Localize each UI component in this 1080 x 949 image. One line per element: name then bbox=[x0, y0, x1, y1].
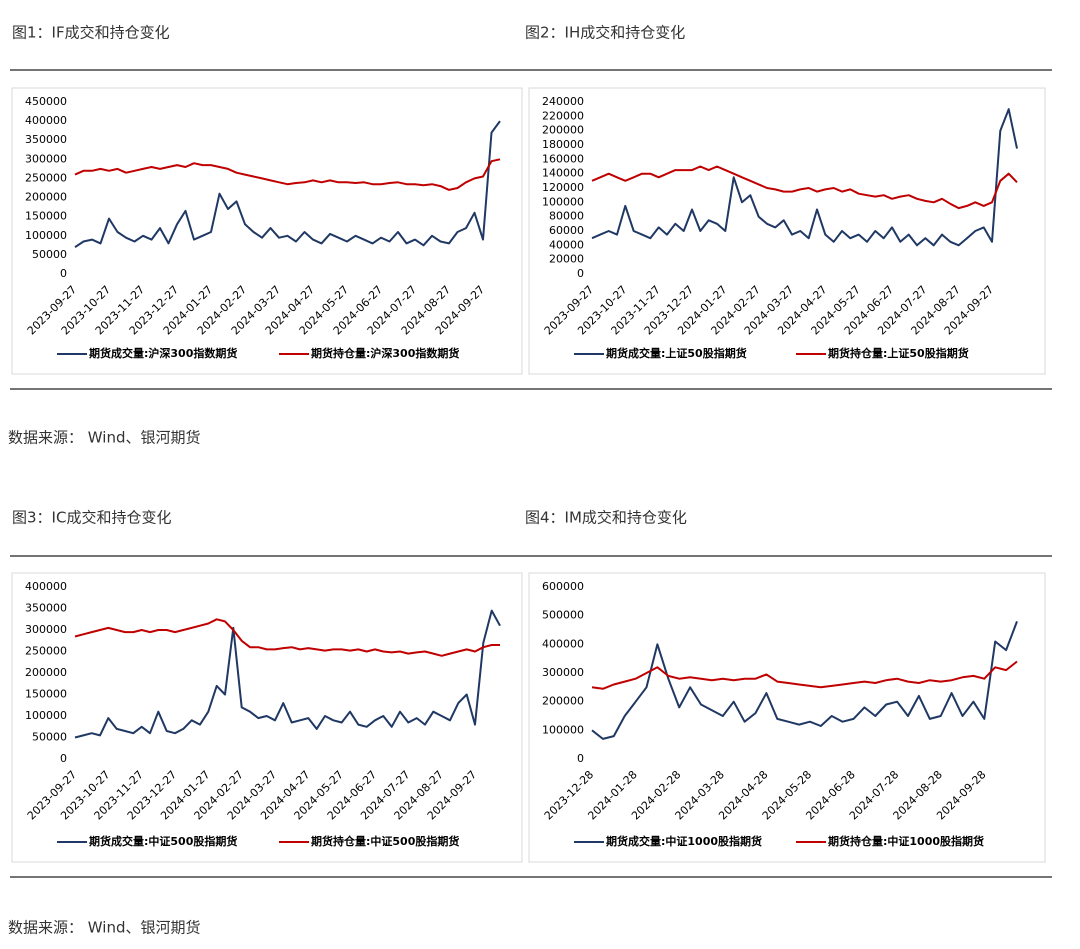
legend-label: 期货成交量:中证500股指期货 bbox=[89, 834, 237, 848]
y-tick-label: 0 bbox=[60, 752, 67, 765]
y-tick-label: 80000 bbox=[549, 210, 584, 223]
y-tick-label: 350000 bbox=[25, 133, 67, 146]
y-tick-label: 120000 bbox=[542, 181, 584, 194]
source-note: 数据来源： Wind、银河期货 bbox=[8, 919, 200, 937]
chart-title: 图3：IC成交和持仓变化 bbox=[12, 509, 171, 527]
chart-title: 图2：IH成交和持仓变化 bbox=[525, 24, 685, 42]
y-tick-label: 450000 bbox=[25, 95, 67, 108]
y-tick-label: 200000 bbox=[25, 666, 67, 679]
y-tick-label: 160000 bbox=[542, 152, 584, 165]
series-line bbox=[74, 120, 501, 249]
series-line bbox=[591, 621, 1018, 740]
legend-label: 期货成交量:沪深300指数期货 bbox=[89, 346, 237, 360]
chart-frame bbox=[528, 87, 1046, 375]
y-tick-label: 300000 bbox=[25, 152, 67, 165]
y-tick-label: 200000 bbox=[542, 695, 584, 708]
chart-title: 图4：IM成交和持仓变化 bbox=[525, 509, 687, 527]
y-tick-label: 100000 bbox=[25, 229, 67, 242]
series-line bbox=[74, 609, 501, 739]
y-tick-label: 300000 bbox=[25, 623, 67, 636]
y-tick-label: 20000 bbox=[549, 253, 584, 266]
y-tick-label: 0 bbox=[577, 267, 584, 280]
series-line bbox=[74, 618, 500, 657]
y-tick-label: 100000 bbox=[25, 709, 67, 722]
y-tick-label: 100000 bbox=[542, 723, 584, 736]
series-line bbox=[591, 165, 1018, 210]
y-tick-label: 400000 bbox=[542, 637, 584, 650]
y-tick-label: 150000 bbox=[25, 210, 67, 223]
y-tick-label: 150000 bbox=[25, 688, 67, 701]
legend-label: 期货持仓量:中证500股指期货 bbox=[311, 834, 459, 848]
y-tick-label: 250000 bbox=[25, 171, 67, 184]
series-line bbox=[591, 660, 1018, 690]
legend-label: 期货持仓量:上证50股指期货 bbox=[828, 346, 969, 360]
legend-label: 期货持仓量:沪深300指数期货 bbox=[311, 346, 459, 360]
y-tick-label: 400000 bbox=[25, 114, 67, 127]
y-tick-label: 220000 bbox=[542, 109, 584, 122]
y-tick-label: 0 bbox=[577, 752, 584, 765]
y-tick-label: 250000 bbox=[25, 645, 67, 658]
series-line bbox=[591, 108, 1018, 247]
chart-frame bbox=[11, 572, 523, 863]
y-tick-label: 50000 bbox=[32, 731, 67, 744]
y-tick-label: 40000 bbox=[549, 238, 584, 251]
series-line bbox=[74, 158, 501, 191]
y-tick-label: 50000 bbox=[32, 248, 67, 261]
y-tick-label: 300000 bbox=[542, 666, 584, 679]
y-tick-label: 200000 bbox=[542, 124, 584, 137]
y-tick-label: 500000 bbox=[542, 609, 584, 622]
legend-label: 期货成交量:中证1000股指期货 bbox=[606, 834, 762, 848]
chart-title: 图1：IF成交和持仓变化 bbox=[12, 24, 170, 42]
source-note: 数据来源： Wind、银河期货 bbox=[8, 429, 200, 447]
y-tick-label: 60000 bbox=[549, 224, 584, 237]
y-tick-label: 140000 bbox=[542, 167, 584, 180]
y-tick-label: 200000 bbox=[25, 191, 67, 204]
y-tick-label: 600000 bbox=[542, 580, 584, 593]
legend-label: 期货持仓量:中证1000股指期货 bbox=[828, 834, 984, 848]
y-tick-label: 180000 bbox=[542, 138, 584, 151]
y-tick-label: 240000 bbox=[542, 95, 584, 108]
y-tick-label: 0 bbox=[60, 267, 67, 280]
y-tick-label: 400000 bbox=[25, 580, 67, 593]
legend-label: 期货成交量:上证50股指期货 bbox=[606, 346, 747, 360]
y-tick-label: 350000 bbox=[25, 602, 67, 615]
chart-frame bbox=[528, 572, 1046, 863]
y-tick-label: 100000 bbox=[542, 195, 584, 208]
